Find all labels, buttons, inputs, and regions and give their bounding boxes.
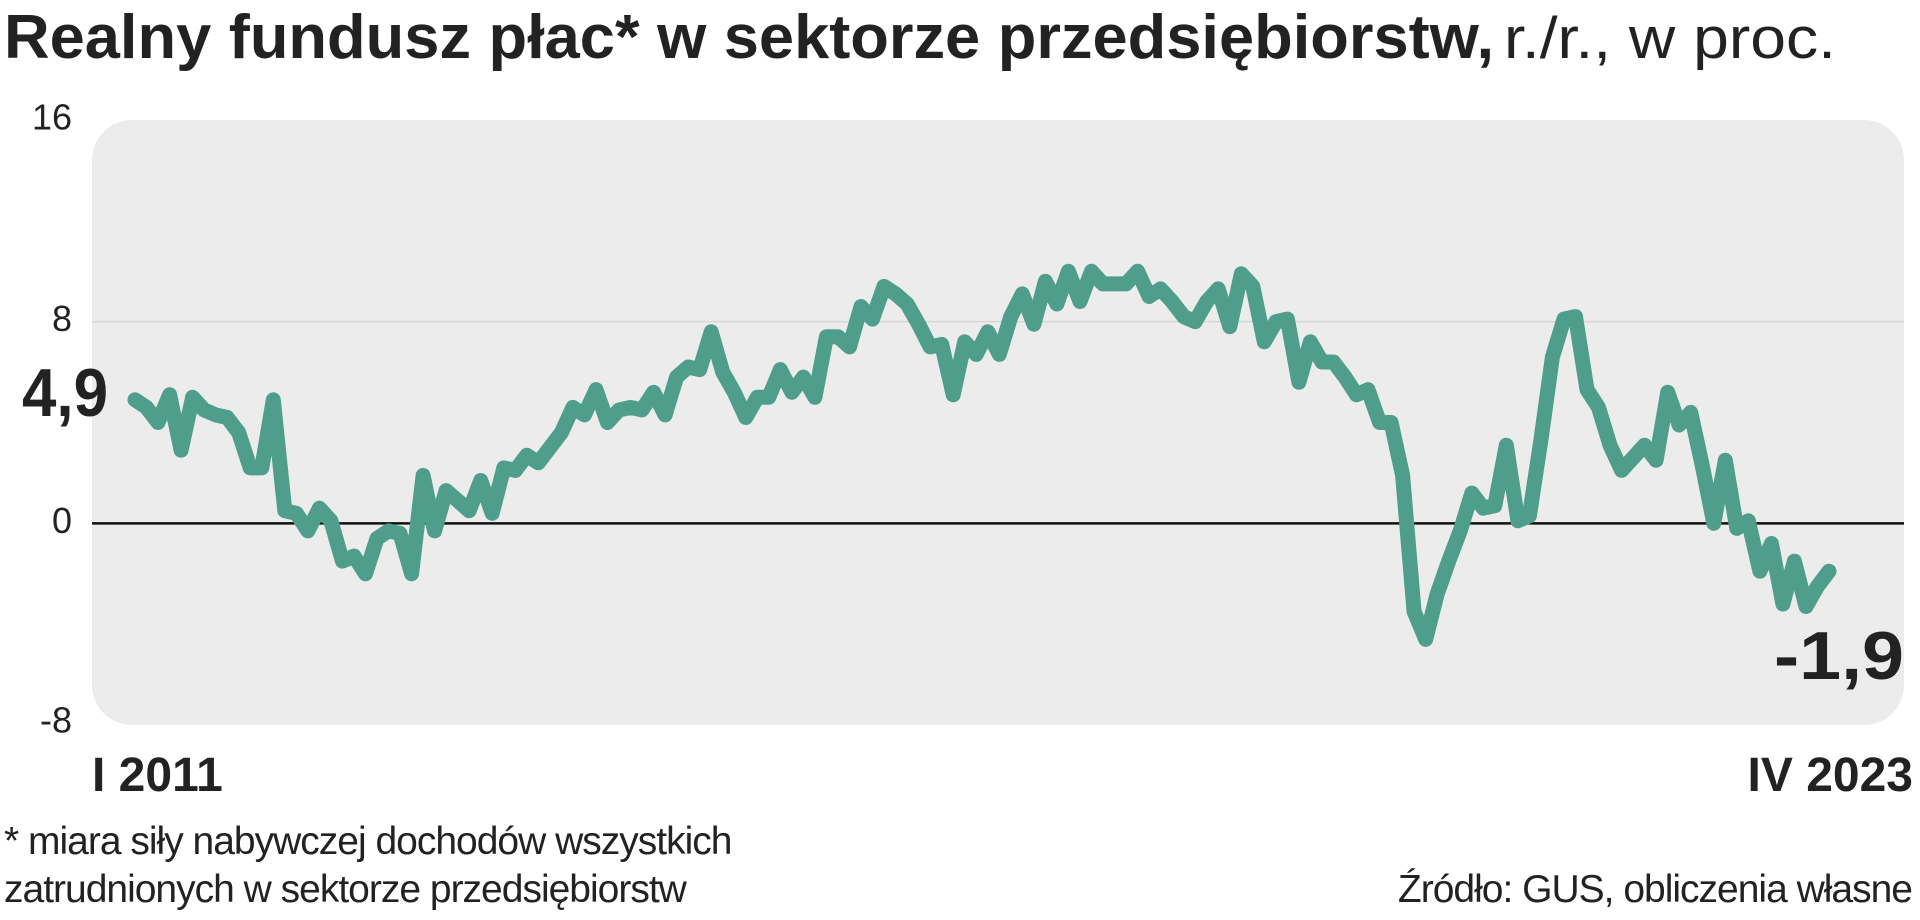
y-tick-label: -8 xyxy=(40,700,72,741)
data-line xyxy=(127,263,1837,647)
x-tick-label: IV 2023 xyxy=(1748,749,1913,802)
data-label: 4,9 xyxy=(22,355,108,431)
y-tick-label: 8 xyxy=(52,298,72,339)
footnote: * miara siły nabywczej dochodów wszystki… xyxy=(4,820,732,911)
x-tick-label: I 2011 xyxy=(92,749,223,802)
data-label: -1,9 xyxy=(1774,618,1904,694)
y-tick-label: 0 xyxy=(52,500,72,541)
chart-unit: r./r., w proc. xyxy=(1504,6,1836,71)
chart-title: Realny fundusz płac* w sektorze przedsię… xyxy=(4,3,1494,72)
source: Źródło: GUS, obliczenia własne xyxy=(1397,868,1913,911)
y-tick-label: 16 xyxy=(32,97,72,138)
plot-area xyxy=(92,120,1904,725)
